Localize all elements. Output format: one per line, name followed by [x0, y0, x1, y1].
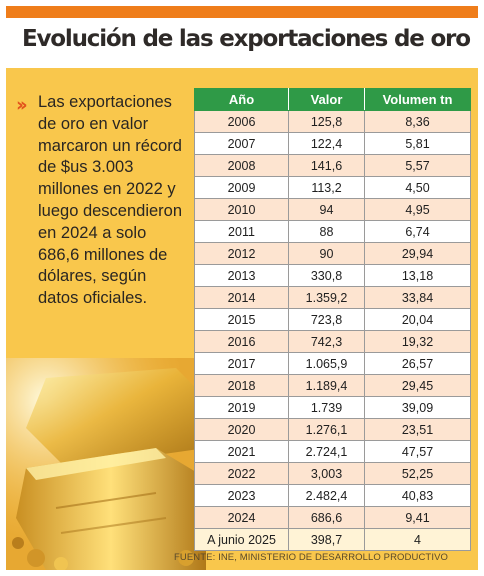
- volume-cell: 13,18: [364, 264, 471, 287]
- table-row: 2010 94 4,95: [194, 198, 471, 221]
- summary-text: Las exportaciones de oro en valor marcar…: [38, 93, 183, 308]
- volume-cell: 40,83: [364, 484, 471, 507]
- source-note: FUENTE: INE, MINISTERIO DE DESARROLLO PR…: [174, 552, 449, 563]
- table-body: 2006 125,8 8,36 2007 122,4 5,81 2008 141,6 5,57 2…: [194, 110, 471, 551]
- value-cell: 94: [288, 198, 365, 221]
- top-accent-bar: [6, 6, 478, 18]
- value-cell: 1.359,2: [288, 286, 365, 309]
- volume-cell: 52,25: [364, 462, 471, 485]
- value-cell: 742,3: [288, 330, 365, 353]
- page-title: Evolución de las exportaciones de oro: [22, 26, 471, 52]
- value-cell: 1.065,9: [288, 352, 365, 375]
- table-row: 2024 686,6 9,41: [194, 506, 471, 529]
- year-cell: 2012: [194, 242, 289, 265]
- value-cell: 125,8: [288, 110, 365, 133]
- year-cell: A junio 2025: [194, 528, 289, 551]
- year-cell: 2013: [194, 264, 289, 287]
- volume-cell: 4: [364, 528, 471, 551]
- volume-cell: 47,57: [364, 440, 471, 463]
- table-row: A junio 2025 398,7 4: [194, 528, 471, 551]
- chevron-bullet-icon: ››: [16, 94, 28, 116]
- table-row: 2016 742,3 19,32: [194, 330, 471, 353]
- table-row: 2023 2.482,4 40,83: [194, 484, 471, 507]
- volume-cell: 23,51: [364, 418, 471, 441]
- value-cell: 723,8: [288, 308, 365, 331]
- table-row: 2013 330,8 13,18: [194, 264, 471, 287]
- year-cell: 2019: [194, 396, 289, 419]
- table-row: 2006 125,8 8,36: [194, 110, 471, 133]
- year-cell: 2008: [194, 154, 289, 177]
- column-header: Año: [194, 88, 289, 111]
- volume-cell: 29,45: [364, 374, 471, 397]
- volume-cell: 5,57: [364, 154, 471, 177]
- year-cell: 2024: [194, 506, 289, 529]
- volume-cell: 5,81: [364, 132, 471, 155]
- volume-cell: 19,32: [364, 330, 471, 353]
- value-cell: 1.189,4: [288, 374, 365, 397]
- year-cell: 2020: [194, 418, 289, 441]
- column-header: Valor: [288, 88, 365, 111]
- table-row: 2007 122,4 5,81: [194, 132, 471, 155]
- column-header: Volumen tn: [364, 88, 471, 111]
- table-header-row: Año Valor Volumen tn: [194, 88, 471, 111]
- year-cell: 2016: [194, 330, 289, 353]
- value-cell: 3,003: [288, 462, 365, 485]
- value-cell: 2.724,1: [288, 440, 365, 463]
- year-cell: 2023: [194, 484, 289, 507]
- table-row: 2012 90 29,94: [194, 242, 471, 265]
- year-cell: 2017: [194, 352, 289, 375]
- value-cell: 330,8: [288, 264, 365, 287]
- year-cell: 2021: [194, 440, 289, 463]
- table-row: 2018 1.189,4 29,45: [194, 374, 471, 397]
- volume-cell: 8,36: [364, 110, 471, 133]
- gold-bars-image: [6, 358, 206, 570]
- content-panel: ›› Las exportaciones de oro en valor mar…: [6, 68, 478, 570]
- year-cell: 2022: [194, 462, 289, 485]
- table-row: 2011 88 6,74: [194, 220, 471, 243]
- volume-cell: 33,84: [364, 286, 471, 309]
- value-cell: 90: [288, 242, 365, 265]
- table-row: 2014 1.359,2 33,84: [194, 286, 471, 309]
- table-row: 2009 113,2 4,50: [194, 176, 471, 199]
- year-cell: 2009: [194, 176, 289, 199]
- volume-cell: 4,95: [364, 198, 471, 221]
- year-cell: 2015: [194, 308, 289, 331]
- table-row: 2008 141,6 5,57: [194, 154, 471, 177]
- year-cell: 2007: [194, 132, 289, 155]
- value-cell: 398,7: [288, 528, 365, 551]
- value-cell: 1.276,1: [288, 418, 365, 441]
- volume-cell: 26,57: [364, 352, 471, 375]
- exports-table: Año Valor Volumen tn 2006 125,8 8,36 2007 12…: [194, 88, 471, 551]
- table-row: 2019 1.739 39,09: [194, 396, 471, 419]
- volume-cell: 9,41: [364, 506, 471, 529]
- value-cell: 113,2: [288, 176, 365, 199]
- year-cell: 2018: [194, 374, 289, 397]
- table-row: 2022 3,003 52,25: [194, 462, 471, 485]
- value-cell: 2.482,4: [288, 484, 365, 507]
- table-row: 2017 1.065,9 26,57: [194, 352, 471, 375]
- volume-cell: 4,50: [364, 176, 471, 199]
- volume-cell: 6,74: [364, 220, 471, 243]
- year-cell: 2011: [194, 220, 289, 243]
- value-cell: 122,4: [288, 132, 365, 155]
- volume-cell: 29,94: [364, 242, 471, 265]
- volume-cell: 39,09: [364, 396, 471, 419]
- year-cell: 2006: [194, 110, 289, 133]
- table-row: 2015 723,8 20,04: [194, 308, 471, 331]
- value-cell: 1.739: [288, 396, 365, 419]
- value-cell: 686,6: [288, 506, 365, 529]
- year-cell: 2014: [194, 286, 289, 309]
- table-row: 2020 1.276,1 23,51: [194, 418, 471, 441]
- year-cell: 2010: [194, 198, 289, 221]
- table-row: 2021 2.724,1 47,57: [194, 440, 471, 463]
- value-cell: 141,6: [288, 154, 365, 177]
- value-cell: 88: [288, 220, 365, 243]
- volume-cell: 20,04: [364, 308, 471, 331]
